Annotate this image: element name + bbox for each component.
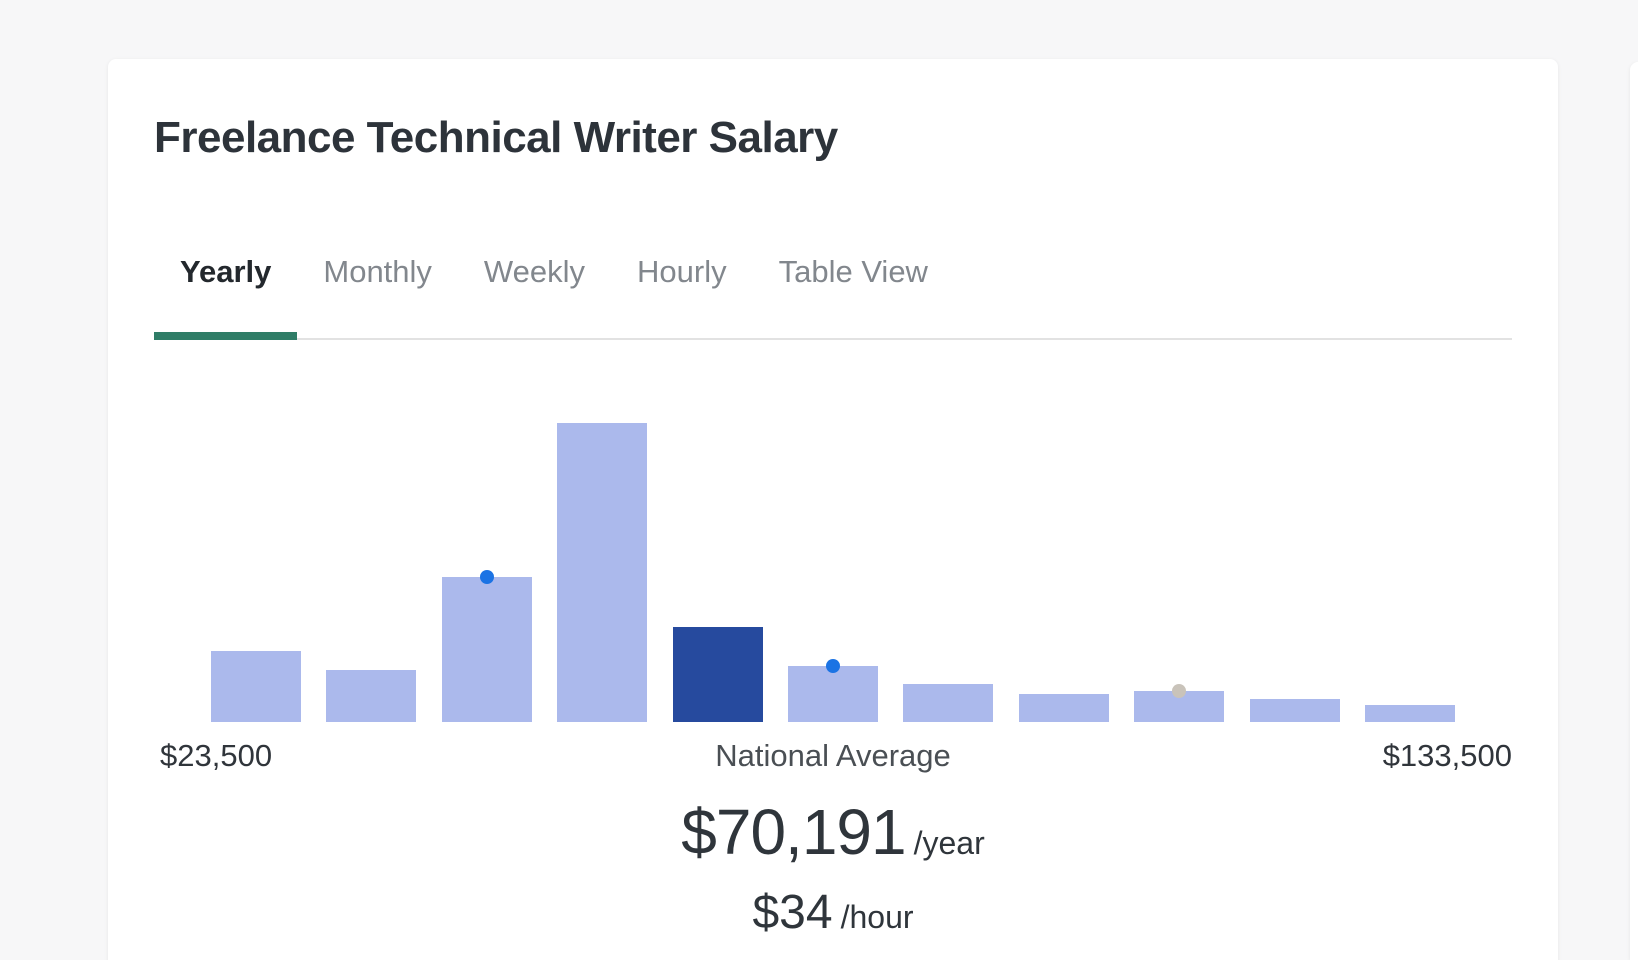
bar-chart xyxy=(154,423,1512,722)
salary-bar[interactable] xyxy=(1249,699,1340,722)
salary-bar[interactable] xyxy=(557,423,648,722)
national-average-label: National Average xyxy=(715,738,951,773)
salary-bar[interactable] xyxy=(1364,705,1455,722)
salary-card: Freelance Technical Writer Salary Yearly… xyxy=(108,59,1558,960)
salary-summary: $70,191/year $34/hour xyxy=(154,796,1512,945)
adjacent-card-edge xyxy=(1630,62,1638,960)
blue-percentile-marker-icon xyxy=(825,659,840,673)
gray-percentile-marker-icon xyxy=(1172,684,1187,698)
tab-monthly[interactable]: Monthly xyxy=(323,254,432,289)
salary-bar[interactable] xyxy=(903,684,994,722)
chart-max-label: $133,500 xyxy=(1382,738,1512,773)
tab-bar: Yearly Monthly Weekly Hourly Table View xyxy=(154,252,1512,340)
salary-bar[interactable] xyxy=(441,570,532,722)
salary-bar[interactable] xyxy=(1018,694,1109,722)
salary-bar[interactable] xyxy=(787,659,878,722)
hourly-salary-line: $34/hour xyxy=(154,885,1512,945)
chart-axis-labels: $23,500 National Average $133,500 xyxy=(154,736,1512,776)
tab-hourly[interactable]: Hourly xyxy=(637,254,727,289)
yearly-salary-value: $70,191 xyxy=(681,796,906,868)
salary-bar[interactable] xyxy=(211,651,301,722)
tab-weekly[interactable]: Weekly xyxy=(483,254,585,289)
tab-table-view[interactable]: Table View xyxy=(778,254,928,289)
blue-percentile-marker-icon xyxy=(479,570,494,584)
hourly-salary-unit: /hour xyxy=(840,899,914,935)
salary-bar[interactable] xyxy=(1134,684,1225,722)
yearly-salary-unit: /year xyxy=(913,825,985,861)
chart-min-label: $23,500 xyxy=(160,738,273,773)
salary-bar[interactable] xyxy=(326,670,417,722)
yearly-salary-line: $70,191/year xyxy=(154,796,1512,879)
salary-bar-national-average[interactable] xyxy=(672,627,763,722)
hourly-salary-value: $34 xyxy=(752,886,833,939)
page-title: Freelance Technical Writer Salary xyxy=(154,113,838,162)
tab-yearly[interactable]: Yearly xyxy=(154,252,298,340)
